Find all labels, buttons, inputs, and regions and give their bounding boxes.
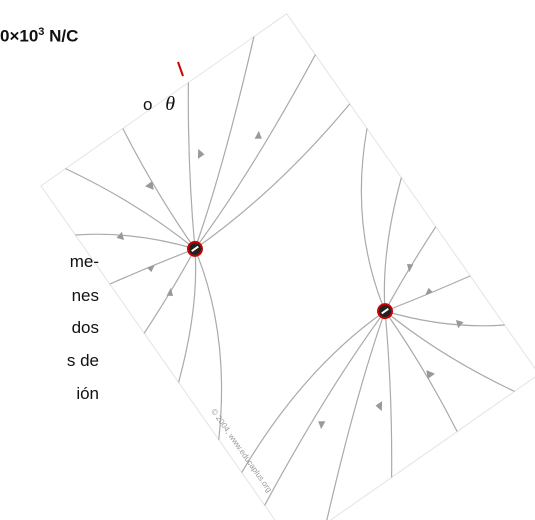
page: {"header": {"base": "0×10", "exponent": … [0, 0, 535, 520]
header-base: 0×10 [0, 27, 38, 46]
red-mark [178, 62, 183, 76]
line2-symbol: θ [165, 93, 175, 115]
paragraph-fragment: ión [76, 384, 99, 404]
paragraph-fragment: nes [72, 286, 99, 306]
figure-panel: © 2004, www.educaplus.org [41, 14, 535, 520]
paragraph-fragment: s de [67, 351, 99, 371]
line2: o θ [143, 93, 175, 116]
paragraph-fragment: me- [70, 252, 99, 272]
figure-border [41, 14, 535, 520]
header-exponent: 3 [38, 26, 44, 38]
line2-text: o [143, 95, 152, 114]
header-line: 0×103 N/C [0, 26, 78, 47]
header-unit: N/C [49, 27, 78, 46]
paragraph-fragment: dos [72, 318, 99, 338]
